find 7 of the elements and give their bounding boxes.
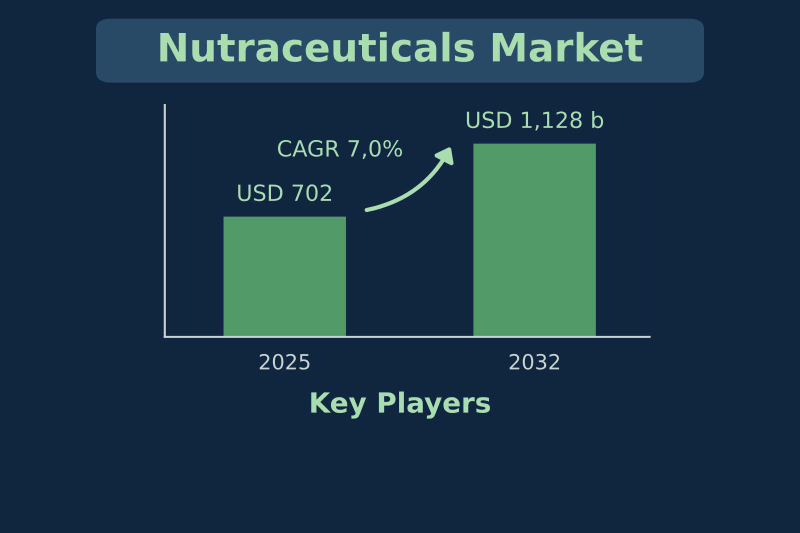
- text: Key Players: [311, 392, 490, 419]
- x-tick-label: 2025: [260, 354, 310, 370]
- data-label: USD 702: [238, 184, 332, 202]
- annotation: CAGR 7,0%: [278, 140, 402, 160]
- chart-title: Nutraceuticals Market: [160, 32, 642, 62]
- x-tick-label: 2032: [510, 354, 560, 370]
- data-label: USD 1,128 b: [466, 111, 604, 130]
